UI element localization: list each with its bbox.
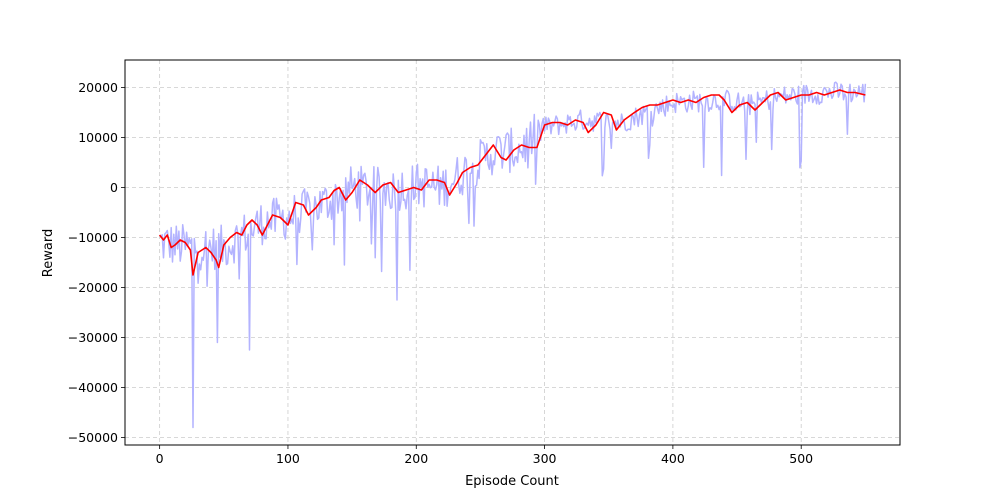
episode-reward-line bbox=[159, 81, 867, 429]
y-tick-label: −20000 bbox=[68, 280, 118, 295]
x-tick-label: 500 bbox=[789, 451, 813, 466]
y-axis: −50000 −40000 −30000 −20000 −10000 0 10000 2000… bbox=[68, 80, 125, 445]
x-axis: 0 100 200 300 400 500 bbox=[156, 445, 813, 466]
y-tick-label: 20000 bbox=[78, 80, 118, 95]
y-axis-label: Reward bbox=[41, 229, 56, 277]
y-tick-label: −40000 bbox=[68, 380, 118, 395]
plot-frame bbox=[124, 59, 901, 446]
x-tick-label: 300 bbox=[533, 451, 557, 466]
x-tick-label: 200 bbox=[404, 451, 428, 466]
y-tick-label: −50000 bbox=[68, 430, 118, 445]
y-tick-label: −10000 bbox=[68, 230, 118, 245]
y-tick-label: −30000 bbox=[68, 330, 118, 345]
x-tick-label: 100 bbox=[276, 451, 300, 466]
moving-average-line bbox=[158, 89, 866, 276]
series-layer bbox=[158, 81, 867, 429]
x-axis-label: Episode Count bbox=[465, 474, 559, 489]
y-tick-label: 0 bbox=[110, 180, 118, 195]
x-tick-label: 0 bbox=[156, 451, 164, 466]
x-tick-label: 400 bbox=[661, 451, 685, 466]
y-tick-label: 10000 bbox=[78, 130, 118, 145]
